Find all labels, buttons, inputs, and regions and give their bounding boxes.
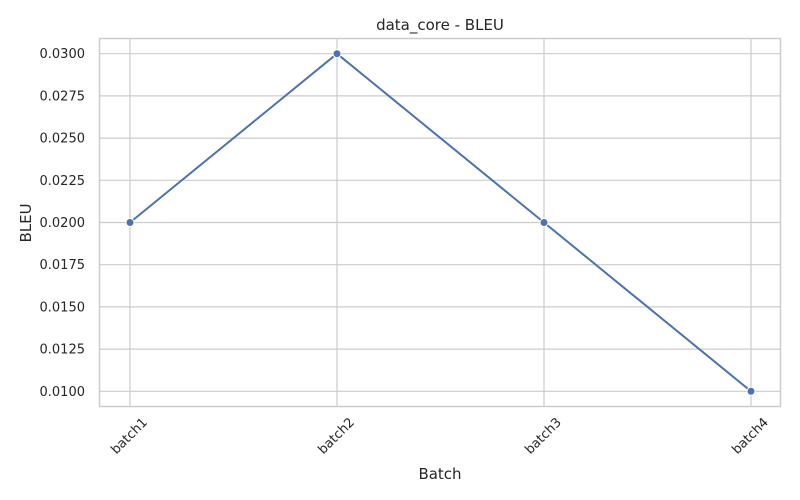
y-tick-label: 0.0200 [40,216,86,231]
grid-lines [99,38,781,407]
data-point [539,218,549,227]
y-tick-label: 0.0275 [40,89,86,104]
data-point [125,218,135,227]
y-tick-label: 0.0250 [40,132,86,147]
y-tick-label: 0.0300 [40,47,86,62]
chart-title: data_core - BLEU [376,16,504,35]
x-axis-title: Batch [418,465,461,483]
data-point [332,49,342,59]
y-axis-title: BLEU [17,203,35,242]
y-tick-labels: 0.0100 0.0125 0.0150 0.0175 0.0200 0.0225 0.02… [40,47,86,400]
series-line [129,52,752,393]
y-tick-label: 0.0125 [40,343,86,358]
data-point [746,386,756,396]
data-series [125,49,756,396]
plot-frame [98,37,782,408]
y-tick-label: 0.0175 [40,258,86,273]
y-tick-label: 0.0100 [40,385,86,400]
y-tick-label: 0.0225 [40,174,86,189]
y-tick-label: 0.0150 [40,300,86,315]
